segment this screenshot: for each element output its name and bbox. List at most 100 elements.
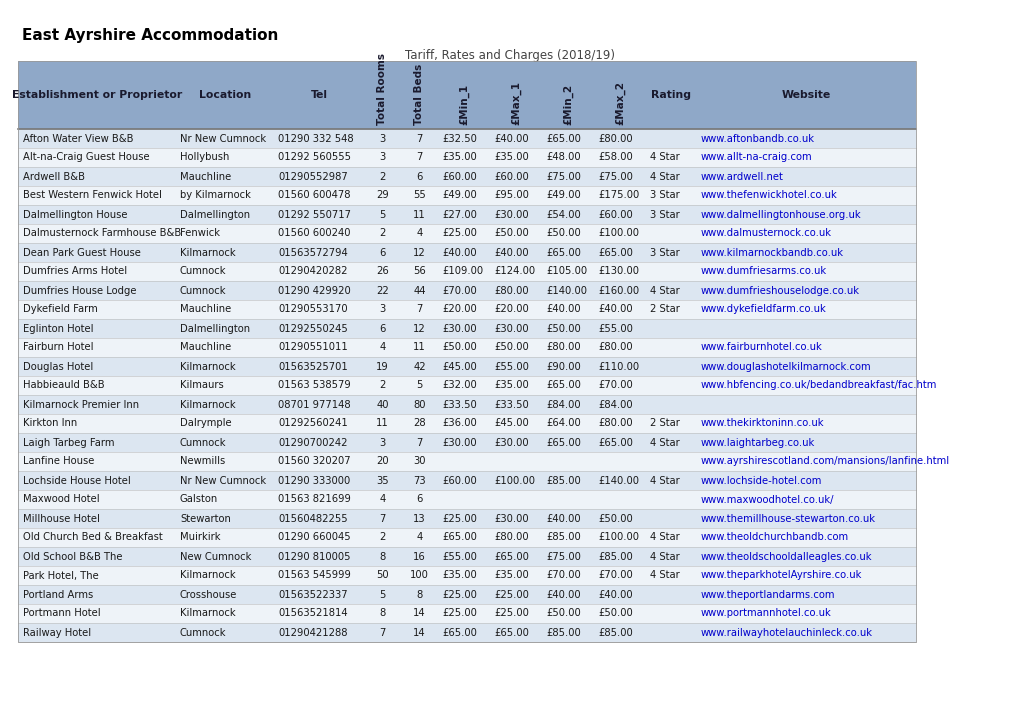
Text: www.lochside-hotel.com: www.lochside-hotel.com (700, 476, 821, 485)
Text: Tel: Tel (310, 90, 327, 100)
Text: £75.00: £75.00 (545, 552, 580, 562)
Text: 2 Star: 2 Star (649, 418, 680, 428)
Text: 08701 977148: 08701 977148 (278, 399, 351, 410)
Text: 40: 40 (376, 399, 388, 410)
Text: www.thekirktoninn.co.uk: www.thekirktoninn.co.uk (700, 418, 823, 428)
Text: 2: 2 (379, 229, 385, 239)
Text: £35.00: £35.00 (493, 153, 528, 162)
Text: £70.00: £70.00 (545, 570, 580, 580)
Text: www.aftonbandb.co.uk: www.aftonbandb.co.uk (700, 133, 814, 143)
Text: 01290551011: 01290551011 (278, 342, 347, 353)
Text: 14: 14 (413, 609, 425, 619)
Text: £84.00: £84.00 (597, 399, 632, 410)
Text: £25.00: £25.00 (493, 590, 529, 599)
Text: Cumnock: Cumnock (179, 286, 226, 296)
Text: £65.00: £65.00 (545, 133, 580, 143)
Text: Website: Website (781, 90, 829, 100)
Text: 3: 3 (379, 153, 385, 162)
Text: 01290 333000: 01290 333000 (278, 476, 350, 485)
Text: 01563525701: 01563525701 (278, 361, 347, 371)
Bar (18, 395, 915, 414)
Text: 8: 8 (379, 609, 385, 619)
Text: £65.00: £65.00 (545, 381, 580, 391)
Text: www.ayrshirescotland.com/mansions/lanfine.html: www.ayrshirescotland.com/mansions/lanfin… (700, 456, 949, 466)
Text: £25.00: £25.00 (441, 229, 477, 239)
Text: Laigh Tarbeg Farm: Laigh Tarbeg Farm (23, 438, 114, 448)
Text: 100: 100 (410, 570, 429, 580)
Text: Kilmarnock Premier Inn: Kilmarnock Premier Inn (23, 399, 139, 410)
Text: 4 Star: 4 Star (649, 286, 679, 296)
Bar (18, 547, 915, 566)
Text: £65.00: £65.00 (597, 247, 632, 257)
Text: 12: 12 (413, 247, 426, 257)
Text: www.theportlandarms.com: www.theportlandarms.com (700, 590, 835, 599)
Text: 01563 821699: 01563 821699 (278, 495, 351, 505)
Text: Muirkirk: Muirkirk (179, 533, 220, 542)
Bar (18, 623, 915, 642)
Text: £20.00: £20.00 (441, 304, 476, 314)
Bar (18, 167, 915, 186)
Text: £50.00: £50.00 (545, 229, 580, 239)
Text: www.ardwell.net: www.ardwell.net (700, 172, 784, 182)
Text: 01560 600240: 01560 600240 (278, 229, 351, 239)
Text: £140.00: £140.00 (597, 476, 638, 485)
Text: 01563 545999: 01563 545999 (278, 570, 351, 580)
Text: www.hbfencing.co.uk/bedandbreakfast/fac.htm: www.hbfencing.co.uk/bedandbreakfast/fac.… (700, 381, 936, 391)
Text: Total Rooms: Total Rooms (377, 53, 387, 125)
Text: 26: 26 (376, 267, 388, 276)
Bar (18, 490, 915, 509)
Text: www.themillhouse-stewarton.co.uk: www.themillhouse-stewarton.co.uk (700, 513, 875, 523)
Text: £40.00: £40.00 (545, 304, 580, 314)
Text: £80.00: £80.00 (493, 533, 528, 542)
Text: Mauchline: Mauchline (179, 172, 231, 182)
Text: 3: 3 (379, 133, 385, 143)
Text: £109.00: £109.00 (441, 267, 483, 276)
Text: Total Beds: Total Beds (414, 63, 424, 125)
Text: 01290420282: 01290420282 (278, 267, 347, 276)
Text: New Cumnock: New Cumnock (179, 552, 251, 562)
Text: Stewarton: Stewarton (179, 513, 230, 523)
Bar (18, 243, 915, 262)
Text: 01292560241: 01292560241 (278, 418, 347, 428)
Text: Maxwood Hotel: Maxwood Hotel (23, 495, 100, 505)
Text: £40.00: £40.00 (597, 590, 632, 599)
Text: Nr New Cumnock: Nr New Cumnock (179, 133, 266, 143)
Text: 01560 600478: 01560 600478 (278, 190, 351, 200)
Text: £40.00: £40.00 (493, 133, 528, 143)
Text: £90.00: £90.00 (545, 361, 580, 371)
Text: 01290421288: 01290421288 (278, 627, 347, 637)
Text: Ardwell B&B: Ardwell B&B (23, 172, 85, 182)
Text: Kirkton Inn: Kirkton Inn (23, 418, 77, 428)
Text: 35: 35 (376, 476, 388, 485)
Text: 29: 29 (376, 190, 388, 200)
Text: £55.00: £55.00 (493, 361, 529, 371)
Text: £65.00: £65.00 (545, 247, 580, 257)
Text: £55.00: £55.00 (597, 324, 632, 334)
Bar (18, 300, 915, 319)
Text: £84.00: £84.00 (545, 399, 580, 410)
Text: Kilmaurs: Kilmaurs (179, 381, 223, 391)
Text: www.dalmellingtonhouse.org.uk: www.dalmellingtonhouse.org.uk (700, 210, 861, 219)
Text: 11: 11 (376, 418, 388, 428)
Text: 2 Star: 2 Star (649, 304, 680, 314)
Bar (18, 376, 915, 395)
Text: £50.00: £50.00 (493, 342, 528, 353)
Text: £85.00: £85.00 (597, 552, 632, 562)
Text: 3 Star: 3 Star (649, 210, 679, 219)
Bar (18, 509, 915, 528)
Bar (18, 262, 915, 281)
Text: 3: 3 (379, 304, 385, 314)
Bar (18, 129, 915, 148)
Text: 01292550245: 01292550245 (278, 324, 347, 334)
Text: 7: 7 (416, 304, 422, 314)
Text: £49.00: £49.00 (441, 190, 476, 200)
Text: 42: 42 (413, 361, 425, 371)
Text: www.theoldschooldalleagles.co.uk: www.theoldschooldalleagles.co.uk (700, 552, 871, 562)
Text: £110.00: £110.00 (597, 361, 639, 371)
Text: 22: 22 (376, 286, 388, 296)
Text: £100.00: £100.00 (493, 476, 535, 485)
Text: 3 Star: 3 Star (649, 247, 679, 257)
Text: £65.00: £65.00 (597, 438, 632, 448)
Text: www.portmannhotel.co.uk: www.portmannhotel.co.uk (700, 609, 830, 619)
Text: Crosshouse: Crosshouse (179, 590, 237, 599)
